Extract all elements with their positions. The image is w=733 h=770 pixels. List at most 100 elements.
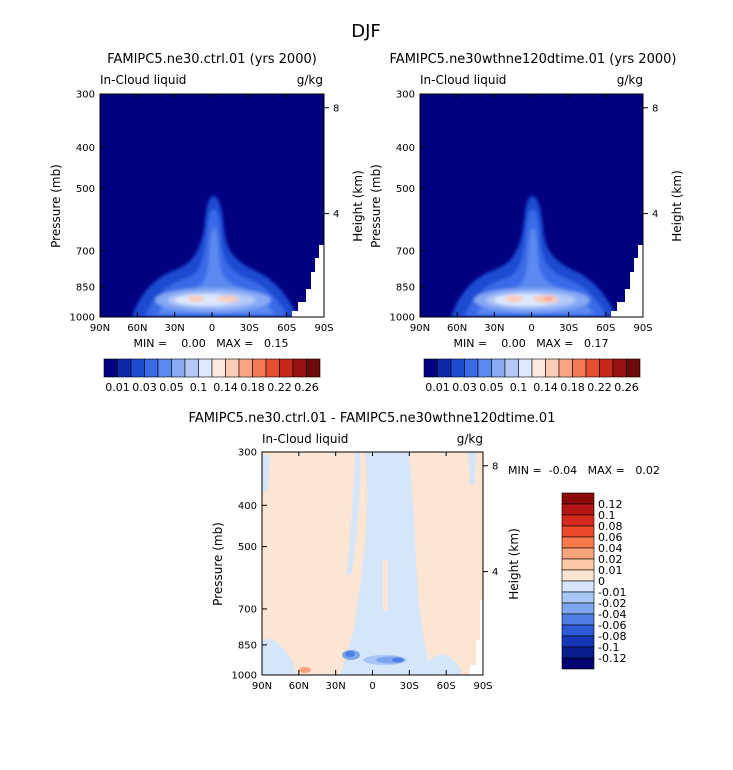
colorbar-label: 0.01	[105, 381, 130, 394]
colorbar-label: 0.05	[159, 381, 184, 394]
panel-test: FAMIPC5.ne30wthne120dtime.01 (yrs 2000) …	[369, 52, 684, 394]
min-max-label: MIN = -0.04 MAX = 0.02	[508, 464, 660, 477]
colorbar-label: 0.14	[533, 381, 558, 394]
colorbar-label: 0.01	[598, 564, 623, 577]
colorbar-swatch	[464, 358, 479, 378]
y-tick-label: 1000	[70, 313, 95, 324]
y-tick-label: 400	[396, 143, 415, 154]
y-tick-label: 300	[238, 448, 257, 459]
colorbar-swatch	[558, 358, 573, 378]
height-tick-label: 4	[492, 567, 498, 578]
colorbar-swatch	[252, 358, 267, 378]
colorbar-label: -0.02	[598, 597, 626, 610]
x-tick-label: 30N	[165, 323, 185, 334]
contour-level	[299, 667, 311, 673]
x-tick-label: 60N	[289, 681, 309, 692]
x-tick-label: 60S	[596, 323, 615, 334]
contour-level	[383, 560, 388, 610]
topography-mask	[470, 600, 483, 675]
colorbar-label: -0.1	[598, 641, 619, 654]
colorbar: 0.120.10.080.060.040.020.010-0.01-0.02-0…	[561, 492, 626, 670]
colorbar-swatch	[561, 569, 595, 582]
colorbar-swatch	[561, 624, 595, 637]
axes: 90N 60N 30N 0 30S 60S 90S 300 400 500 700 850 1000 8 4	[232, 448, 499, 693]
variable-label: In-Cloud liquid	[100, 73, 186, 87]
colorbar-swatch	[450, 358, 465, 378]
y2-axis-label: Height (km)	[507, 528, 521, 599]
colorbar-swatch	[585, 358, 600, 378]
colorbar-swatch	[117, 358, 132, 378]
x-tick-label: 90S	[633, 323, 652, 334]
y-tick-label: 500	[76, 184, 95, 195]
colorbar-swatch	[504, 358, 519, 378]
y-tick-label: 700	[238, 604, 257, 615]
x-tick-label: 90N	[90, 323, 110, 334]
x-tick-label: 30S	[400, 681, 419, 692]
topography-mask	[292, 245, 324, 317]
colorbar-swatch	[518, 358, 533, 378]
contour-field	[420, 94, 643, 317]
x-tick-label: 60S	[437, 681, 456, 692]
colorbar-swatch	[225, 358, 240, 378]
y-axis-label: Pressure (mb)	[49, 164, 63, 248]
units-label: g/kg	[297, 73, 323, 87]
colorbar-swatch	[265, 358, 280, 378]
colorbar-swatch	[561, 602, 595, 615]
colorbar-swatch	[561, 657, 595, 670]
y-tick-label: 300	[76, 90, 95, 101]
colorbar-label: -0.08	[598, 630, 626, 643]
colorbar-swatch	[103, 358, 118, 378]
colorbar-swatch	[561, 525, 595, 538]
x-tick-label: 90S	[314, 323, 333, 334]
colorbar-label: 0.1	[598, 509, 616, 522]
figure-title: DJF	[351, 21, 381, 42]
x-tick-label: 0	[528, 323, 534, 334]
colorbar-swatch	[561, 514, 595, 527]
contour-level	[262, 455, 270, 492]
colorbar-label: -0.04	[598, 608, 626, 621]
colorbar-label: 0.22	[267, 381, 292, 394]
negative-contours	[262, 452, 476, 675]
colorbar-swatch	[184, 358, 199, 378]
x-tick-label: 30N	[484, 323, 504, 334]
y-tick-label: 700	[396, 246, 415, 257]
contour-field	[100, 94, 324, 317]
colorbar-label: -0.01	[598, 586, 626, 599]
y-tick-label: 400	[238, 501, 257, 512]
y-axis-label: Pressure (mb)	[369, 164, 383, 248]
contour-level	[217, 296, 239, 302]
cloud-liquid-contours	[132, 195, 298, 317]
colorbar-swatch	[292, 358, 307, 378]
contour-level	[340, 452, 440, 675]
colorbar-swatch	[626, 358, 641, 378]
colorbar-label: 0.01	[425, 381, 450, 394]
colorbar-label: 0.04	[598, 542, 623, 555]
colorbar-swatch	[561, 503, 595, 516]
cloud-liquid-contours	[451, 195, 617, 317]
colorbar-label: 0.22	[587, 381, 612, 394]
y-tick-label: 300	[396, 90, 415, 101]
colorbar-swatch	[561, 646, 595, 659]
contour-level	[188, 296, 204, 302]
colorbar-swatch	[144, 358, 159, 378]
colorbar-label: 0.18	[560, 381, 585, 394]
x-tick-label: 60N	[447, 323, 467, 334]
y-tick-label: 1000	[232, 671, 257, 682]
y2-axis-label: Height (km)	[351, 170, 365, 241]
colorbar: 0.01 0.03 0.05 0.1 0.14 0.18 0.22 0.26	[423, 358, 641, 394]
variable-label: In-Cloud liquid	[420, 73, 506, 87]
colorbar-swatch	[561, 492, 595, 505]
y2-axis-label: Height (km)	[670, 170, 684, 241]
contour-level	[262, 639, 296, 675]
contour-level	[345, 651, 355, 657]
contour-level	[505, 295, 523, 303]
min-max-label: MIN = 0.00 MAX = 0.15	[134, 337, 289, 350]
height-tick-label: 8	[333, 103, 339, 114]
colorbar-label: 0.26	[614, 381, 639, 394]
axes: 90N 60N 30N 0 30S 60S 90S 300 400 500 700 850 1000 8 4	[390, 90, 659, 335]
colorbar-label: 0.05	[479, 381, 504, 394]
colorbar-swatch	[477, 358, 492, 378]
contour-level	[430, 654, 462, 675]
colorbar-label: 0.06	[598, 531, 623, 544]
